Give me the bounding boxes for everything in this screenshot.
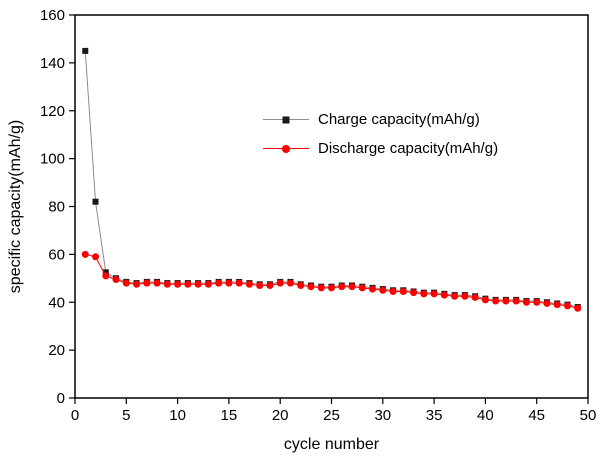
data-point-circle xyxy=(358,284,366,292)
data-point-circle xyxy=(143,279,151,287)
discharge-series-symbol xyxy=(263,142,309,156)
data-point-circle xyxy=(399,287,407,295)
data-point-circle xyxy=(297,281,305,289)
y-tick-label: 80 xyxy=(48,199,65,216)
data-point-circle xyxy=(430,290,438,298)
data-point-circle xyxy=(522,298,530,306)
data-point-circle xyxy=(92,253,100,261)
legend-entry-charge: Charge capacity(mAh/g) xyxy=(263,105,498,134)
data-point-circle xyxy=(225,279,233,287)
x-tick-label: 35 xyxy=(426,407,443,424)
square-marker-icon xyxy=(282,116,290,123)
data-point-circle xyxy=(184,280,192,288)
data-point-square xyxy=(102,269,109,276)
y-tick-label: 20 xyxy=(48,342,65,359)
data-point-circle xyxy=(307,283,315,291)
data-point-circle xyxy=(317,284,325,292)
x-tick-label: 20 xyxy=(272,407,289,424)
data-point-circle xyxy=(328,284,335,292)
data-point-circle xyxy=(122,279,130,287)
data-point-circle xyxy=(543,299,551,307)
x-tick-label: 50 xyxy=(580,407,597,424)
data-point-circle xyxy=(410,289,418,297)
y-tick-label: 60 xyxy=(48,246,65,263)
data-point-circle xyxy=(81,250,89,258)
x-tick-label: 25 xyxy=(323,407,340,424)
data-point-circle xyxy=(245,280,253,288)
data-point-circle xyxy=(348,283,356,291)
series-line-0 xyxy=(84,50,578,308)
x-tick-label: 5 xyxy=(122,407,130,424)
data-point-circle xyxy=(194,280,202,288)
legend: Charge capacity(mAh/g) Discharge capacit… xyxy=(263,105,498,163)
data-point-circle xyxy=(112,276,120,284)
legend-entry-discharge: Discharge capacity(mAh/g) xyxy=(263,134,498,163)
x-axis-title: cycle number xyxy=(283,436,380,453)
data-point-circle xyxy=(204,280,212,288)
data-point-circle xyxy=(338,283,346,291)
data-point-circle xyxy=(471,293,479,301)
data-point-circle xyxy=(563,302,571,310)
data-point-circle xyxy=(215,279,223,287)
charge-series-symbol xyxy=(263,113,309,127)
data-point-circle xyxy=(256,281,264,289)
x-tick-label: 45 xyxy=(528,407,545,424)
data-point-circle xyxy=(133,280,141,288)
y-tick-label: 40 xyxy=(48,294,65,311)
data-point-circle xyxy=(574,304,582,312)
plot-frame xyxy=(74,14,589,399)
data-point-circle xyxy=(502,297,510,305)
data-point-circle xyxy=(492,297,500,305)
data-point-circle xyxy=(163,280,171,288)
y-tick-label: 140 xyxy=(40,55,65,72)
data-point-circle xyxy=(276,279,284,287)
y-axis-title: specific capacity(mAh/g) xyxy=(7,119,24,294)
data-point-circle xyxy=(451,292,459,300)
data-point-circle xyxy=(553,301,561,309)
data-point-circle xyxy=(235,279,243,287)
data-point-circle xyxy=(102,272,110,280)
data-point-circle xyxy=(533,298,541,306)
data-point-circle xyxy=(379,286,387,294)
data-point-square xyxy=(92,198,99,205)
data-point-circle xyxy=(286,279,294,287)
data-point-circle xyxy=(440,291,448,299)
data-point-circle xyxy=(420,290,428,298)
data-point-circle xyxy=(369,285,377,293)
x-tick-label: 15 xyxy=(221,407,238,424)
legend-label-charge: Charge capacity(mAh/g) xyxy=(318,111,480,128)
x-tick-label: 10 xyxy=(169,407,186,424)
legend-label-discharge: Discharge capacity(mAh/g) xyxy=(318,140,499,157)
data-point-circle xyxy=(153,279,161,287)
data-point-circle xyxy=(461,292,469,300)
x-tick-label: 0 xyxy=(71,407,79,424)
data-point-circle xyxy=(389,287,397,295)
data-point-circle xyxy=(174,280,182,288)
x-tick-label: 30 xyxy=(374,407,391,424)
y-tick-label: 120 xyxy=(40,103,65,120)
data-point-circle xyxy=(481,296,489,304)
x-tick-label: 40 xyxy=(477,407,494,424)
y-tick-label: 0 xyxy=(57,390,65,407)
circle-marker-icon xyxy=(282,144,290,153)
y-tick-label: 160 xyxy=(40,7,65,24)
data-point-circle xyxy=(512,297,520,305)
data-point-circle xyxy=(266,281,274,289)
y-tick-label: 100 xyxy=(40,151,65,168)
data-point-square xyxy=(82,47,89,54)
